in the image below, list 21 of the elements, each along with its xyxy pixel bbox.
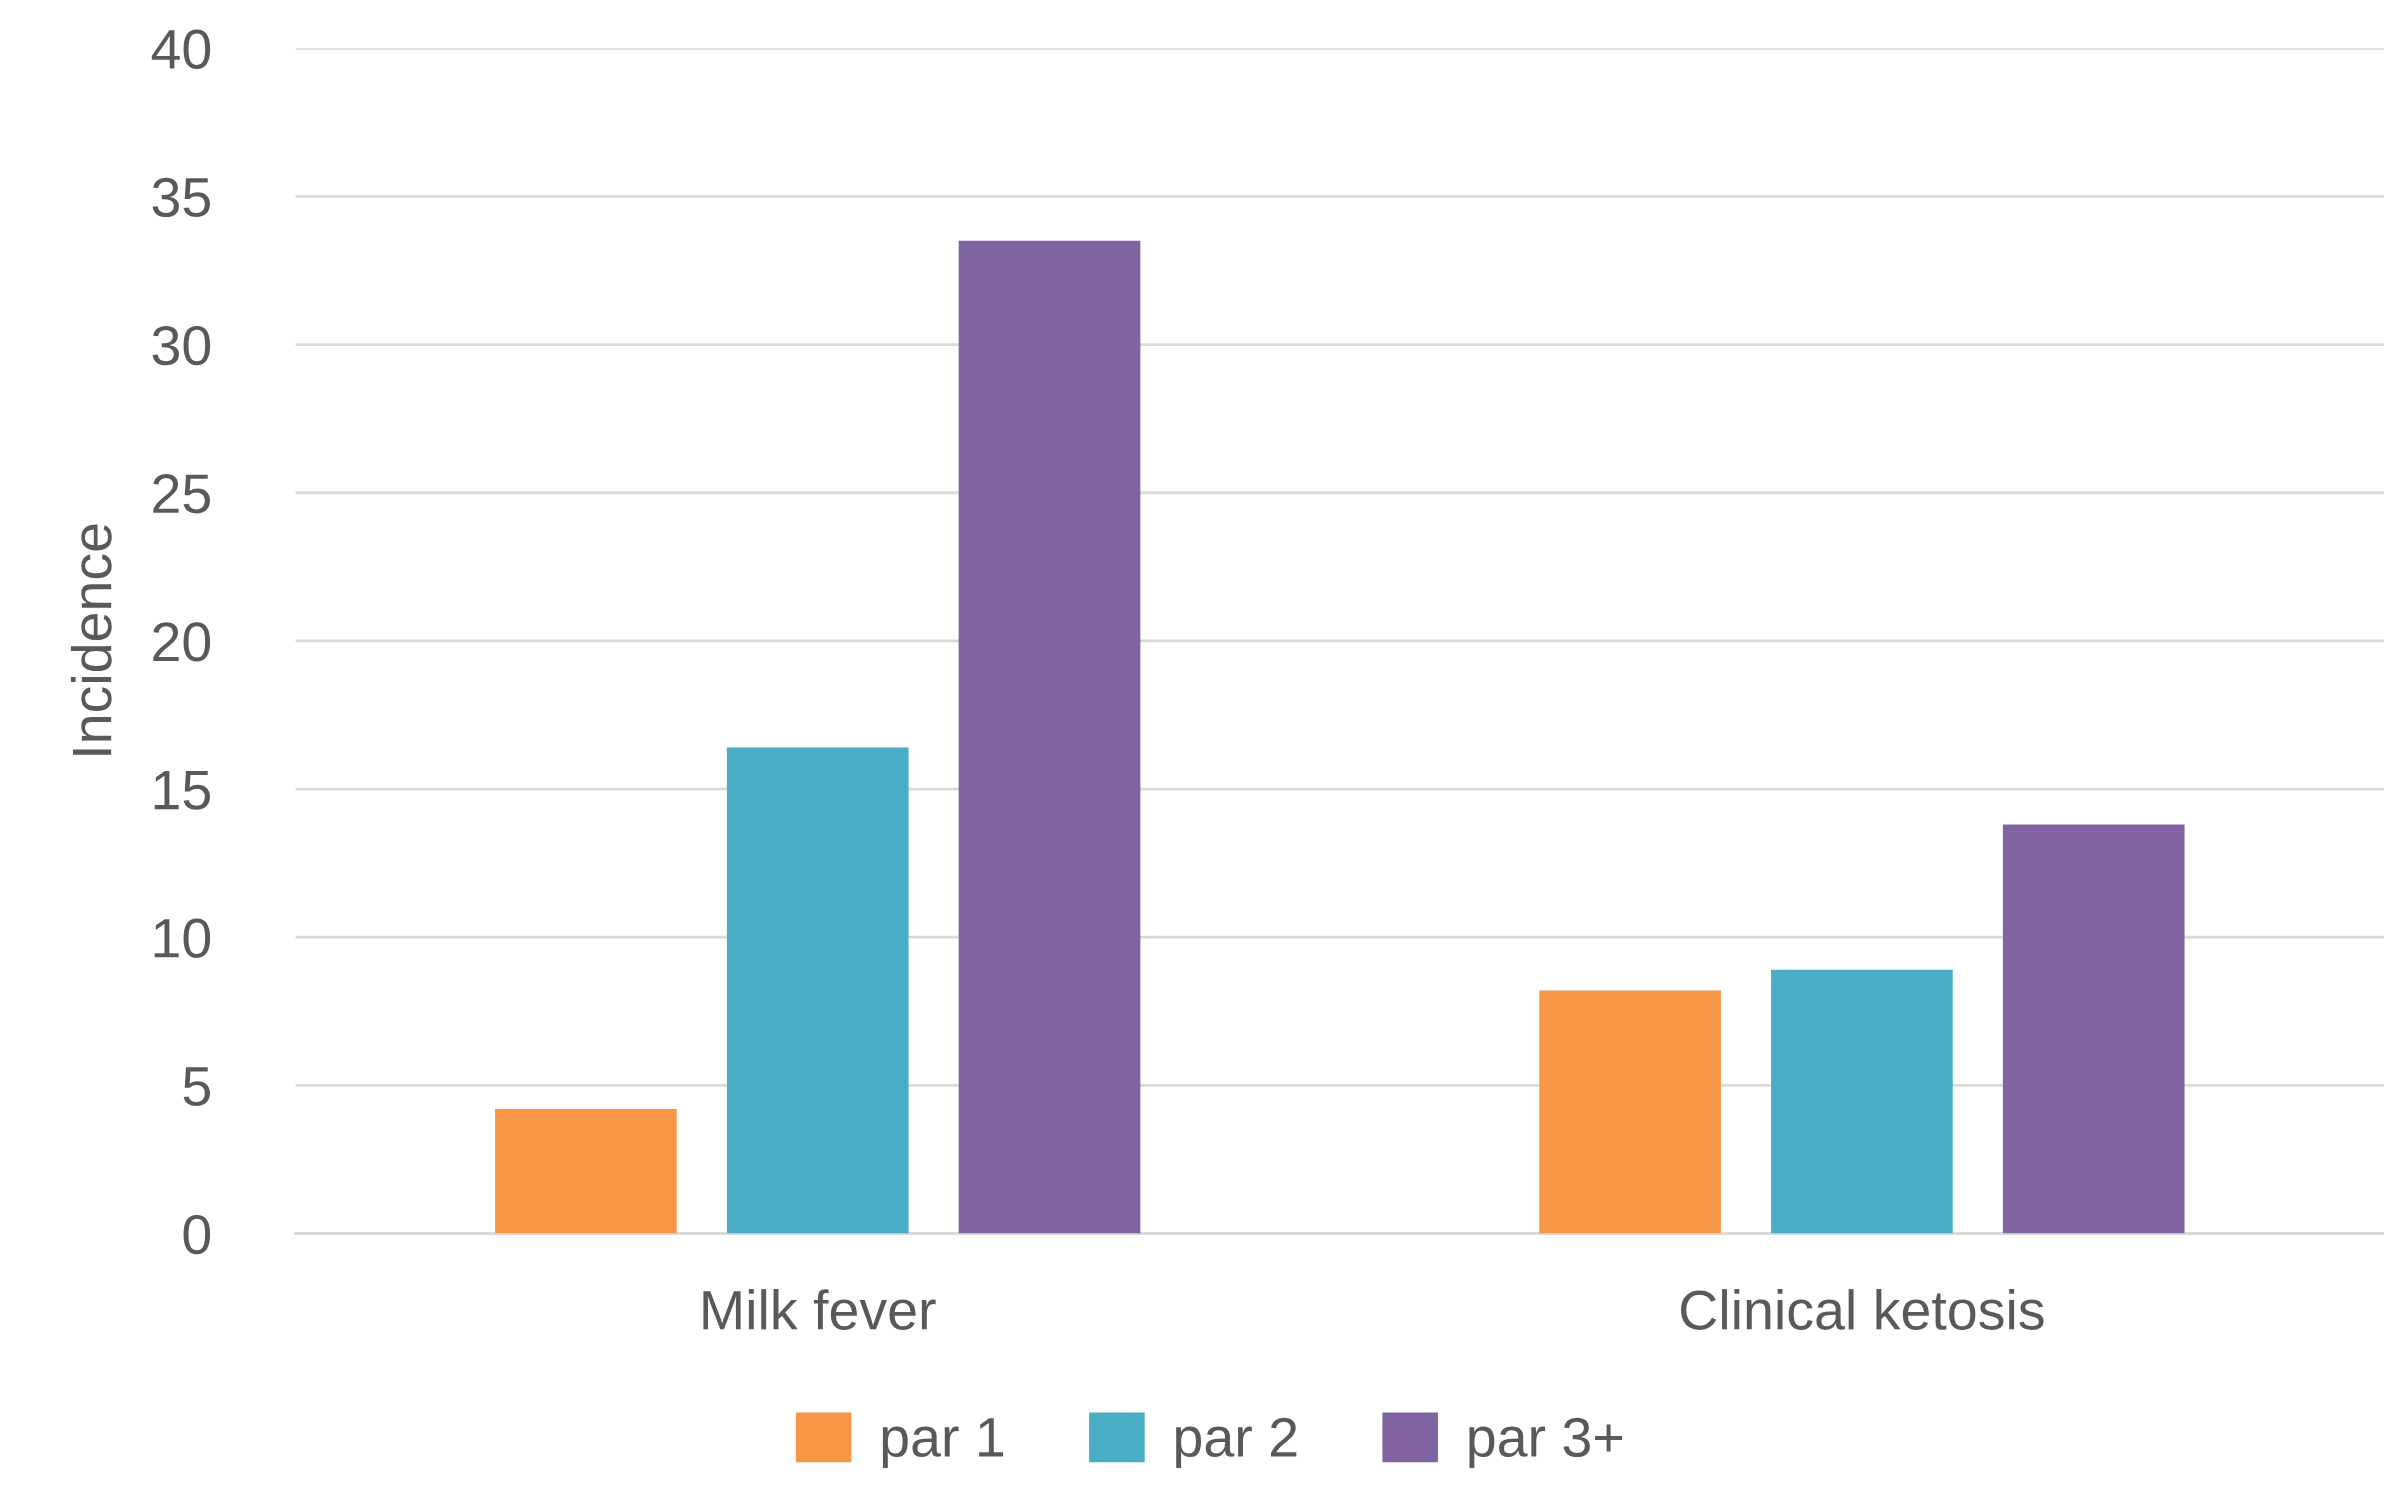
y-tick-label: 10 <box>154 918 211 958</box>
x-tick-label: Clinical ketosis <box>1681 1289 2044 1330</box>
bar <box>1771 969 1953 1234</box>
y-tick-label: 30 <box>152 325 211 366</box>
bar <box>2002 824 2185 1234</box>
y-tick-label: 0 <box>183 1214 211 1255</box>
y-tick-label: 40 <box>151 29 211 69</box>
bar <box>958 240 1141 1234</box>
y-axis-title: Incidence <box>70 524 112 755</box>
y-tick-label: 20 <box>153 622 211 662</box>
bar <box>1539 990 1721 1234</box>
y-tick-label: 15 <box>154 770 210 810</box>
legend-label: par 1 <box>882 1418 1004 1469</box>
y-tick-label: 25 <box>153 474 210 514</box>
y-tick-label: 5 <box>183 1067 210 1107</box>
legend-label: par 2 <box>1176 1417 1297 1469</box>
legend-label: par 3+ <box>1469 1417 1623 1469</box>
x-tick-label: Milk fever <box>703 1289 936 1330</box>
bar <box>495 1109 677 1234</box>
bar <box>726 747 909 1234</box>
y-tick-label: 35 <box>152 177 210 218</box>
